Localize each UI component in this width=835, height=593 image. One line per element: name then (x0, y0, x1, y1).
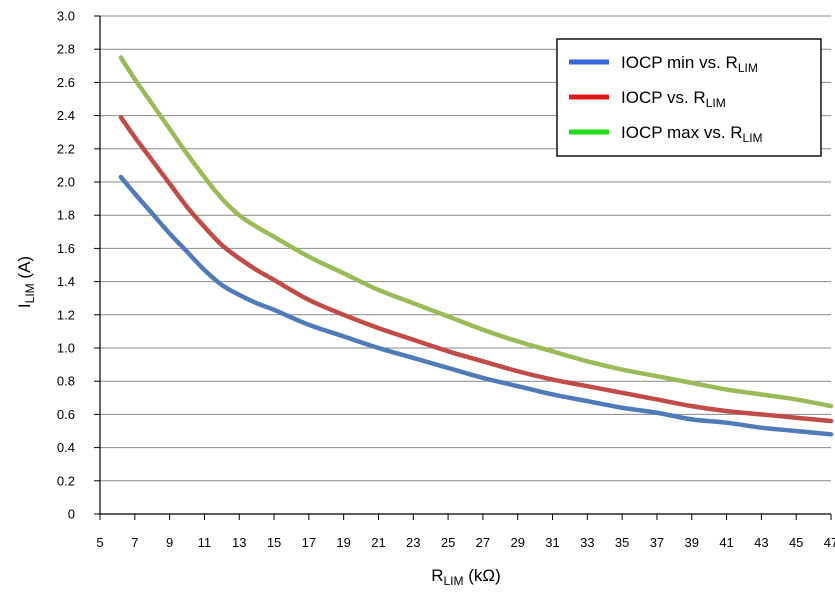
x-tick-label: 27 (476, 535, 490, 550)
legend-label-sub: LIM (738, 61, 758, 75)
series-line-iocp (118, 115, 834, 424)
ticks-layer: 0 0.2 0.4 0.6 0.8 1.0 1.2 1.4 1.6 1.8 2.0 2.2 2.4 2.6… (57, 9, 835, 551)
x-tick-label: 33 (580, 535, 594, 550)
x-tick-label: 31 (545, 535, 559, 550)
legend-label: IOCP vs. RLIM (621, 88, 726, 110)
y-tick-label: 0.4 (57, 440, 75, 455)
series-line-iocp-min (118, 174, 834, 437)
axes-layer (99, 16, 831, 515)
legend-item-iocp-min: IOCP min vs. RLIM (569, 53, 758, 75)
y-tick-label: 1.8 (57, 208, 75, 223)
x-tick-label: 7 (131, 535, 138, 550)
x-tick-label: 41 (719, 535, 733, 550)
legend-label-sub: LIM (706, 96, 726, 110)
series-line-iocp-max (118, 55, 834, 409)
legend-item-iocp: IOCP vs. RLIM (569, 88, 726, 110)
x-tick-label: 17 (302, 535, 316, 550)
legend-label-sub: LIM (743, 131, 763, 145)
y-tick-label: 0.6 (57, 407, 75, 422)
x-tick-label: 19 (336, 535, 350, 550)
legend-label-main: IOCP max vs. R (621, 123, 743, 142)
x-tick-label: 5 (96, 535, 103, 550)
y-tick-label: 0 (68, 507, 75, 522)
y-tick-label: 1.2 (57, 307, 75, 322)
x-tick-label: 43 (754, 535, 768, 550)
y-axis-title: ILIM (A) (15, 256, 37, 308)
y-tick-label: 1.4 (57, 274, 75, 289)
y-tick-label: 2.2 (57, 141, 75, 156)
x-tick-label: 45 (789, 535, 803, 550)
x-tick-label: 47 (824, 535, 835, 550)
legend-label: IOCP max vs. RLIM (621, 123, 763, 145)
y-tick-label: 1.0 (57, 341, 75, 356)
y-tick-label: 2.6 (57, 75, 75, 90)
y-tick-label: 1.6 (57, 241, 75, 256)
x-tick-label: 23 (406, 535, 420, 550)
x-tick-label: 11 (198, 535, 212, 550)
x-tick-label: 29 (510, 535, 524, 550)
y-tick-label: 0.8 (57, 374, 75, 389)
y-tick-label: 2.0 (57, 175, 75, 190)
y-tick-label: 2.4 (57, 108, 75, 123)
x-tick-label: 21 (371, 535, 385, 550)
x-axis-title: RLIM (kΩ) (431, 566, 501, 588)
y-tick-label: 0.2 (57, 473, 75, 488)
x-tick-label: 25 (441, 535, 455, 550)
x-tick-label: 13 (232, 535, 246, 550)
legend-label-main: IOCP vs. R (621, 88, 706, 107)
series-layer (118, 55, 834, 437)
legend-item-iocp-max: IOCP max vs. RLIM (569, 123, 763, 145)
x-tick-label: 39 (685, 535, 699, 550)
x-tick-label: 9 (166, 535, 173, 550)
x-tick-label: 35 (615, 535, 629, 550)
legend-label: IOCP min vs. RLIM (621, 53, 758, 75)
x-tick-label: 37 (650, 535, 664, 550)
legend-label-main: IOCP min vs. R (621, 53, 738, 72)
y-tick-label: 3.0 (57, 9, 75, 24)
x-tick-label: 15 (267, 535, 281, 550)
y-tick-label: 2.8 (57, 42, 75, 57)
